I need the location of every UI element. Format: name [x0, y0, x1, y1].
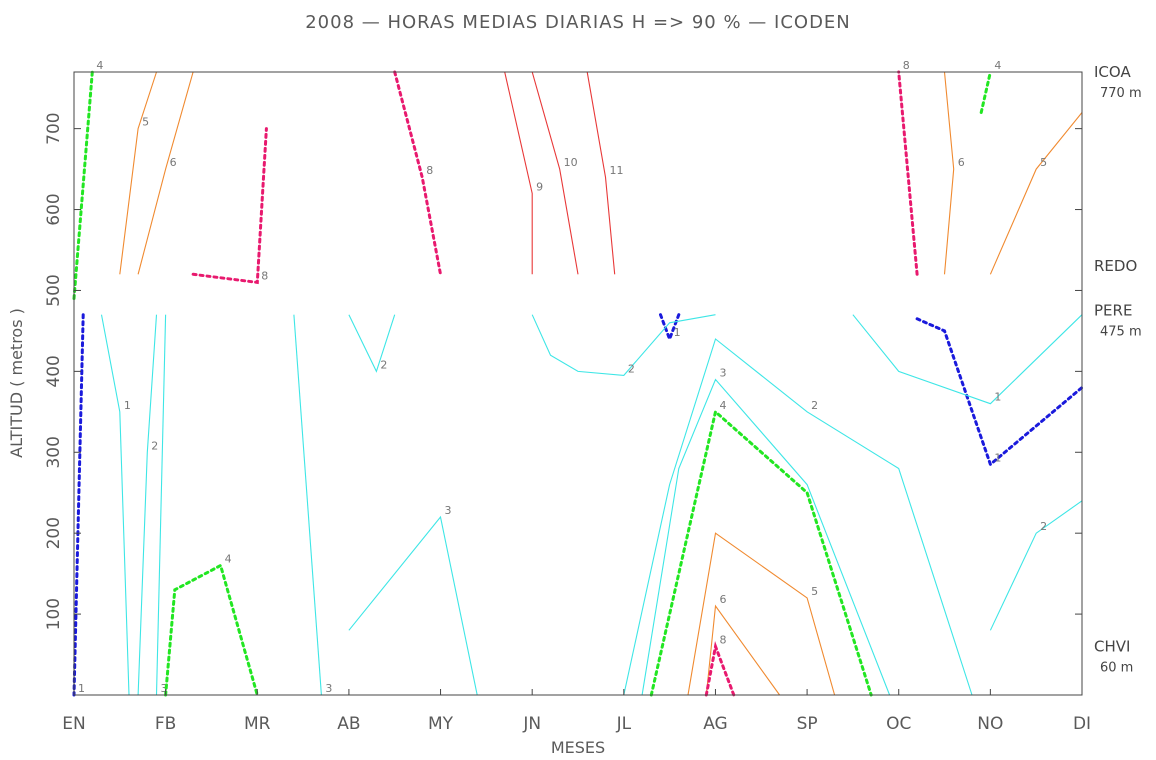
contour-label: 2: [811, 399, 818, 412]
station-altitude: 60 m: [1100, 660, 1133, 675]
contour-label: 3: [325, 682, 332, 695]
contour-label: 3: [719, 366, 726, 379]
contour-line: [989, 112, 1083, 275]
contour-line: [659, 313, 681, 344]
contour-line: [137, 71, 194, 275]
y-tick-label: 100: [44, 598, 64, 630]
contour-line: [979, 70, 992, 114]
contour-label: 2: [628, 362, 635, 375]
x-axis-label: MESES: [551, 738, 605, 757]
y-axis-label: ALTITUD ( metros ): [7, 308, 26, 458]
x-tick-label: MR: [244, 714, 271, 734]
contour-line: [943, 71, 955, 275]
contour-label: 3: [445, 504, 452, 517]
contour-label: 11: [609, 164, 623, 177]
y-tick-label: 700: [44, 112, 64, 144]
station-altitude: 770 m: [1100, 86, 1142, 101]
contour-label: 6: [958, 156, 965, 169]
y-tick-label: 300: [44, 436, 64, 468]
x-axis: EN FB MR AB MY JN JL AG SP OC NO DI: [62, 689, 1091, 734]
station-labels: ICOA 770 m REDO PERE 475 m CHVI 60 m: [1094, 63, 1142, 675]
contour-line: [293, 314, 322, 696]
station-name: CHVI: [1094, 637, 1130, 655]
contour-line: [72, 313, 85, 697]
contour-label: 8: [903, 59, 910, 72]
contour-label: 6: [719, 593, 726, 606]
contour-line: [155, 314, 167, 696]
contour-line: [72, 70, 94, 300]
contour-line: [348, 515, 478, 696]
y-tick-label: 500: [44, 274, 64, 306]
contour-label: 1: [994, 391, 1001, 404]
contour-label: 5: [142, 116, 149, 129]
y-tick-label: 400: [44, 355, 64, 387]
contour-label: 5: [811, 585, 818, 598]
contour-label: 8: [426, 164, 433, 177]
contour-line: [649, 409, 873, 697]
contour-line: [100, 314, 130, 696]
x-tick-label: EN: [62, 714, 85, 734]
x-tick-label: SP: [797, 714, 818, 734]
x-tick-label: NO: [977, 714, 1003, 734]
chart-title: 2008 — HORAS MEDIAS DIARIAS H => 90 % — …: [305, 12, 851, 33]
contour-line: [393, 70, 442, 276]
contour-line: [623, 338, 973, 696]
station-name: PERE: [1094, 302, 1132, 320]
x-tick-label: AG: [703, 714, 728, 734]
contour-label: 6: [170, 156, 177, 169]
contour-label: 2: [1040, 520, 1047, 533]
station-name: ICOA: [1094, 63, 1131, 81]
contour-line: [531, 314, 716, 376]
contour-label: 8: [261, 269, 268, 282]
contour-line: [137, 314, 158, 696]
contour-line: [915, 317, 1084, 467]
contour-label: 4: [225, 553, 232, 566]
contour-line: [705, 604, 781, 696]
contour-label: 1: [124, 399, 131, 412]
x-tick-label: JL: [616, 714, 632, 734]
contour-line: [191, 127, 268, 285]
station-altitude: 475 m: [1100, 325, 1142, 340]
contour-line: [531, 71, 579, 275]
contour-label: 5: [1040, 156, 1047, 169]
contour-label: 3: [160, 682, 167, 695]
contour-line: [586, 71, 616, 275]
contour-line: [504, 71, 533, 275]
contour-line: [348, 314, 396, 373]
contour-label: 1: [78, 682, 85, 695]
y-axis: 100 200 300 400 500 600 700: [44, 112, 1082, 630]
contour-label: 9: [536, 180, 543, 193]
contour-label: 1: [674, 326, 681, 339]
contour-line: [119, 71, 158, 275]
x-tick-label: OC: [886, 714, 911, 734]
contour-line: [641, 378, 891, 696]
contour-label: 4: [96, 59, 103, 72]
contour-line: [897, 70, 919, 276]
y-tick-label: 600: [44, 193, 64, 225]
x-tick-label: AB: [337, 714, 360, 734]
contour-label: 4: [719, 399, 726, 412]
contour-label: 10: [564, 156, 578, 169]
x-tick-label: DI: [1073, 714, 1091, 734]
contour-line: [704, 640, 736, 697]
station-name: REDO: [1094, 257, 1137, 275]
contour-label: 8: [719, 633, 726, 646]
contour-line: [852, 314, 1083, 405]
y-tick-label: 200: [44, 517, 64, 549]
contour-line: [164, 563, 259, 697]
contour-label: 2: [151, 439, 158, 452]
contour-label: 4: [994, 59, 1001, 72]
contour-label: 1: [994, 451, 1001, 464]
contour-line: [989, 500, 1083, 631]
contour-line: [687, 532, 836, 696]
x-tick-label: FB: [155, 714, 176, 734]
x-tick-label: MY: [428, 714, 454, 734]
plot-frame: [73, 71, 1083, 696]
x-tick-label: JN: [522, 714, 541, 734]
contour-label: 2: [380, 358, 387, 371]
